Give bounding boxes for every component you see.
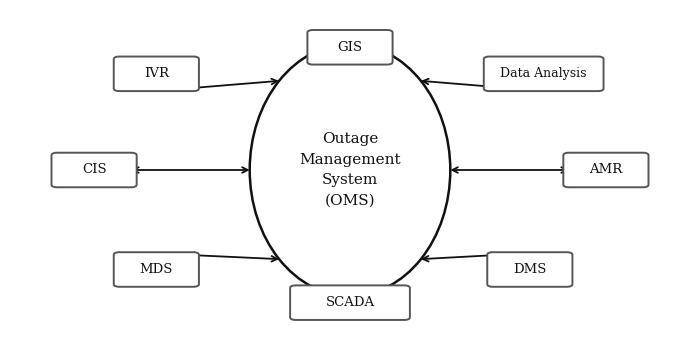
FancyBboxPatch shape (564, 153, 648, 187)
Text: AMR: AMR (589, 164, 622, 176)
Ellipse shape (250, 44, 450, 296)
Text: MDS: MDS (139, 263, 173, 276)
FancyBboxPatch shape (484, 56, 603, 91)
FancyArrowPatch shape (423, 253, 497, 261)
Text: Data Analysis: Data Analysis (500, 67, 587, 80)
FancyBboxPatch shape (113, 252, 199, 287)
Text: Outage
Management
System
(OMS): Outage Management System (OMS) (299, 132, 401, 208)
FancyArrowPatch shape (189, 79, 277, 90)
FancyArrowPatch shape (423, 79, 511, 90)
FancyArrowPatch shape (347, 288, 353, 295)
Text: IVR: IVR (144, 67, 169, 80)
FancyArrowPatch shape (347, 46, 353, 60)
Text: DMS: DMS (513, 263, 547, 276)
Text: GIS: GIS (337, 41, 363, 54)
FancyArrowPatch shape (452, 167, 567, 173)
FancyBboxPatch shape (113, 56, 199, 91)
FancyArrowPatch shape (189, 252, 277, 261)
FancyBboxPatch shape (487, 252, 573, 287)
FancyBboxPatch shape (52, 153, 136, 187)
FancyBboxPatch shape (290, 285, 410, 320)
Text: CIS: CIS (82, 164, 106, 176)
FancyArrowPatch shape (133, 167, 248, 173)
FancyBboxPatch shape (307, 30, 393, 65)
Text: SCADA: SCADA (326, 296, 374, 309)
